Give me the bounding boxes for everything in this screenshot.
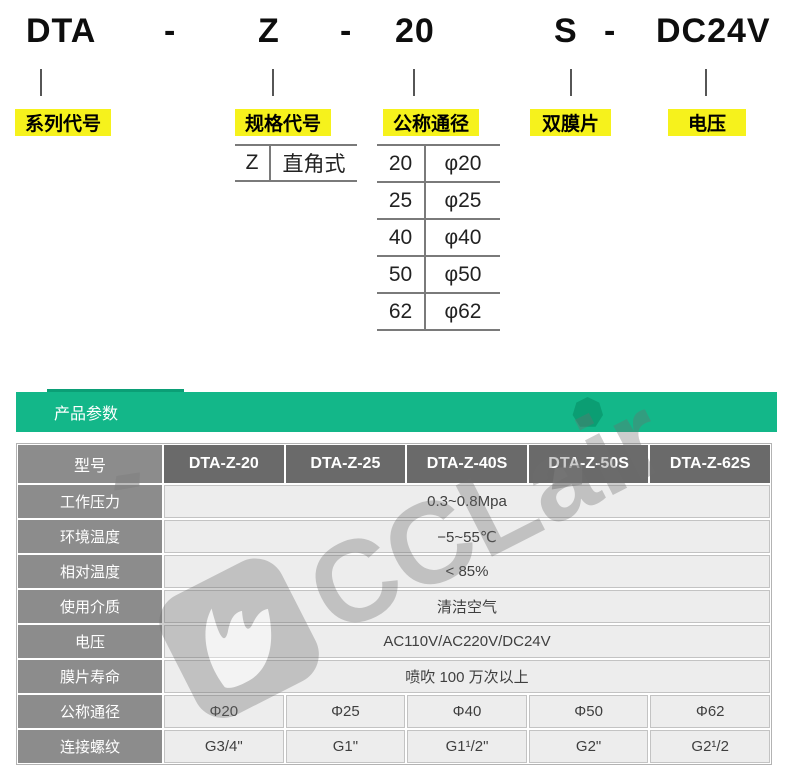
- row-label: 膜片寿命: [18, 660, 162, 693]
- label-diaphragm: 双膜片: [530, 109, 611, 136]
- size-code-table: 20 φ20 25 φ25 40 φ40 50 φ50 62 φ62: [377, 144, 500, 331]
- table-cell: −5~55℃: [164, 520, 770, 553]
- connector-line: [40, 69, 42, 96]
- model-diaphragm-code: S: [554, 12, 578, 50]
- label-size: 公称通径: [383, 109, 479, 136]
- table-cell: G3/4": [164, 730, 284, 763]
- table-cell: G2": [528, 730, 649, 763]
- model-size-code: 20: [395, 12, 435, 50]
- table-cell: Φ62: [650, 695, 770, 728]
- model-dash: -: [604, 12, 617, 50]
- model-dash: -: [340, 12, 353, 50]
- size-row: 40 φ40: [377, 218, 500, 255]
- table-cell: G1¹/2": [407, 730, 527, 763]
- connector-line: [705, 69, 707, 96]
- row-label: 连接螺纹: [18, 730, 162, 763]
- table-cell: Φ25: [285, 695, 406, 728]
- connector-line: [570, 69, 572, 96]
- row-label: 使用介质: [18, 590, 162, 623]
- row-label: 相对温度: [18, 555, 162, 588]
- label-spec: 规格代号: [235, 109, 331, 136]
- table-cell: Φ20: [164, 695, 284, 728]
- col-header: DTA-Z-50S: [528, 445, 649, 483]
- table-cell: 0.3~0.8Mpa: [164, 485, 770, 518]
- col-header: DTA-Z-40S: [407, 445, 527, 483]
- label-voltage: 电压: [668, 109, 746, 136]
- table-cell: G1": [285, 730, 406, 763]
- size-row: 25 φ25: [377, 181, 500, 218]
- row-label: 公称通径: [18, 695, 162, 728]
- table-cell: Φ50: [528, 695, 649, 728]
- col-header-model: 型号: [18, 445, 162, 483]
- spec-code-table: Z 直角式: [235, 144, 357, 182]
- table-cell: < 85%: [164, 555, 770, 588]
- row-label: 工作压力: [18, 485, 162, 518]
- model-voltage-code: DC24V: [656, 12, 771, 50]
- spec-desc-cell: 直角式: [269, 146, 357, 180]
- size-row: 50 φ50: [377, 255, 500, 292]
- model-spec-code: Z: [258, 12, 280, 50]
- model-series-code: DTA: [26, 12, 97, 50]
- table-cell: AC110V/AC220V/DC24V: [164, 625, 770, 658]
- connector-line: [413, 69, 415, 96]
- section-title: 产品参数: [54, 406, 119, 423]
- parameters-table: 型号 DTA-Z-20 DTA-Z-25 DTA-Z-40S DTA-Z-50S…: [16, 443, 772, 765]
- connector-line: [272, 69, 274, 96]
- row-label: 环境温度: [18, 520, 162, 553]
- table-cell: 清洁空气: [164, 590, 770, 623]
- col-header: DTA-Z-20: [164, 445, 284, 483]
- table-cell: 喷吹 100 万次以上: [164, 660, 770, 693]
- model-dash: -: [164, 12, 177, 50]
- section-header-bar: 产品参数: [16, 392, 777, 432]
- label-series: 系列代号: [15, 109, 111, 136]
- row-label: 电压: [18, 625, 162, 658]
- watermark-green-blob: [572, 397, 603, 427]
- spec-code-cell: Z: [245, 151, 259, 174]
- size-row: 62 φ62: [377, 292, 500, 329]
- col-header: DTA-Z-62S: [650, 445, 770, 483]
- table-cell: Φ40: [407, 695, 527, 728]
- size-row: 20 φ20: [377, 144, 500, 181]
- table-cell: G2¹/2: [650, 730, 770, 763]
- col-header: DTA-Z-25: [285, 445, 406, 483]
- section-bar-accent: [47, 389, 184, 392]
